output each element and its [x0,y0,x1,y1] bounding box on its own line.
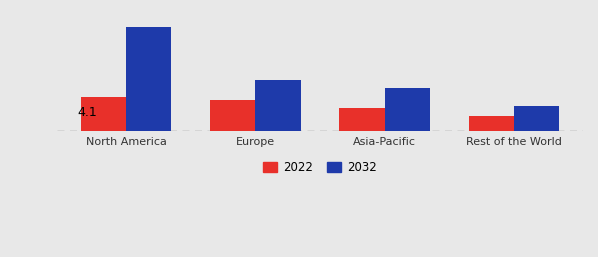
Legend: 2022, 2032: 2022, 2032 [258,156,382,179]
Text: 4.1: 4.1 [77,106,97,119]
Bar [255,80,301,131]
Bar [469,116,514,131]
Bar [339,108,385,131]
Bar [81,97,126,131]
Bar [514,106,559,131]
Bar [385,88,430,131]
Bar [210,100,255,131]
Bar [126,27,171,131]
